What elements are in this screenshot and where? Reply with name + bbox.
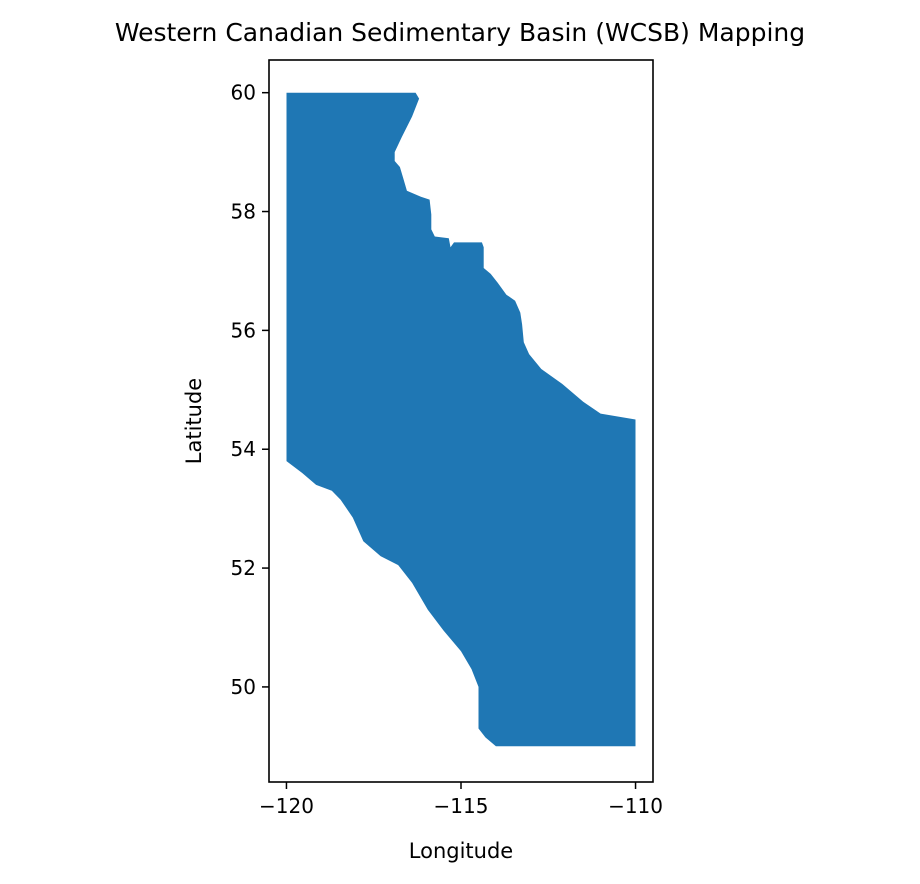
x-tick-label: −120 [259, 794, 314, 818]
y-tick-label: 56 [231, 318, 256, 342]
y-tick-label: 50 [231, 675, 256, 699]
plot-area [268, 59, 654, 783]
y-tick-label: 52 [231, 556, 256, 580]
wcsb-region [286, 92, 636, 747]
x-axis-ticks: −120 −115 −110 [259, 782, 663, 818]
y-tick-label: 54 [231, 437, 256, 461]
y-tick-label: 60 [231, 81, 256, 105]
chart-title: Western Canadian Sedimentary Basin (WCSB… [115, 18, 805, 47]
x-tick-label: −110 [608, 794, 663, 818]
y-axis-ticks: 50 52 54 56 58 60 [231, 81, 269, 699]
x-tick-label: −115 [434, 794, 489, 818]
y-tick-label: 58 [231, 200, 256, 224]
y-axis-label: Latitude [182, 378, 206, 464]
x-axis-label: Longitude [409, 839, 513, 863]
